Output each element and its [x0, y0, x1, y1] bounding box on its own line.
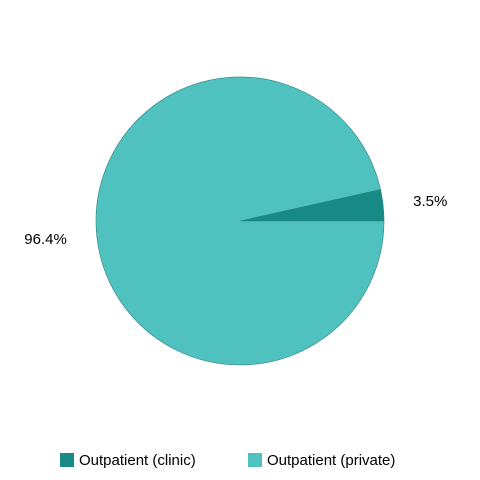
legend-swatch	[60, 453, 74, 467]
legend-label: Outpatient (clinic)	[79, 452, 196, 469]
data-label: 96.4%	[24, 231, 67, 248]
legend-label: Outpatient (private)	[267, 452, 395, 469]
data-label: 3.5%	[413, 193, 447, 210]
pie-slice	[95, 76, 385, 366]
legend-swatch	[248, 453, 262, 467]
